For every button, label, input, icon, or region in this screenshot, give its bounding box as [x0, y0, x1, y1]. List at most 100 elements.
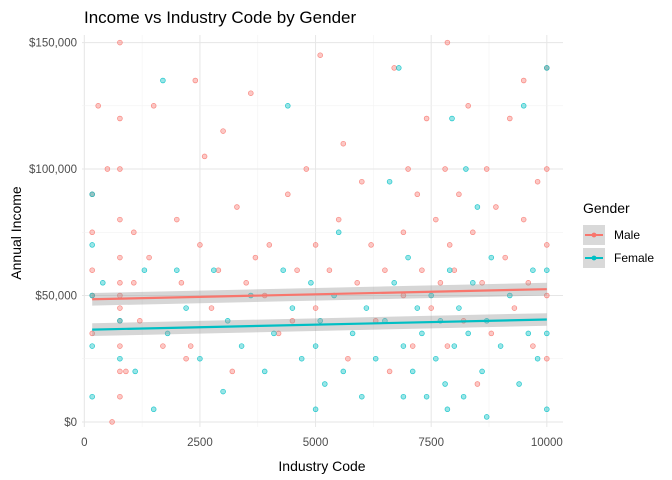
data-point-female	[544, 330, 550, 337]
data-point-male	[544, 292, 550, 299]
data-point-male	[530, 343, 536, 349]
data-point-male	[89, 267, 95, 273]
data-point-female	[544, 65, 550, 71]
data-point-female	[298, 355, 305, 362]
data-point-male	[451, 267, 458, 273]
data-point-male	[117, 343, 123, 349]
data-point-male	[368, 242, 374, 248]
data-point-female	[100, 280, 106, 286]
data-point-female	[89, 191, 95, 198]
data-point-male	[229, 368, 236, 375]
data-point-male	[544, 242, 550, 248]
x-tick-label: 7500	[418, 437, 444, 449]
data-point-male	[117, 216, 123, 223]
data-point-female	[220, 388, 226, 395]
data-point-male	[419, 267, 425, 273]
data-point-male	[117, 39, 123, 46]
legend-dot-male	[591, 232, 597, 238]
data-point-female	[271, 330, 277, 337]
data-point-male	[117, 368, 123, 375]
data-point-female	[428, 292, 434, 299]
chart-title: Income vs Industry Code by Gender	[84, 8, 356, 27]
legend-title: Gender	[583, 200, 630, 216]
data-point-female	[89, 242, 95, 248]
data-point-male	[474, 381, 481, 387]
legend-label-female: Female	[614, 251, 654, 265]
data-point-male	[520, 77, 527, 84]
legend-label-male: Male	[614, 228, 640, 242]
data-point-female	[396, 65, 402, 71]
x-axis-ticks: 0 2500 5000 7500 10000	[81, 437, 563, 449]
data-point-male	[312, 242, 319, 248]
data-point-male	[109, 419, 115, 425]
data-point-male	[117, 305, 123, 311]
data-point-male	[483, 166, 490, 172]
data-point-male	[479, 280, 485, 286]
data-point-male	[444, 39, 451, 46]
data-point-male	[178, 280, 185, 286]
data-point-male	[335, 216, 342, 223]
data-point-male	[89, 330, 95, 337]
data-point-female	[470, 280, 476, 286]
data-point-male	[386, 368, 393, 375]
data-point-female	[449, 115, 455, 122]
data-point-female	[238, 343, 245, 349]
data-point-female	[280, 267, 286, 273]
data-point-female	[211, 267, 217, 273]
data-point-female	[414, 305, 421, 311]
trend-lines	[92, 282, 547, 336]
data-point-male	[391, 65, 397, 71]
y-tick-label: $0	[64, 417, 77, 429]
data-point-male	[544, 166, 550, 172]
data-point-female	[174, 267, 180, 273]
data-point-female	[160, 77, 166, 84]
data-point-male	[456, 191, 462, 198]
data-point-female	[117, 318, 123, 324]
data-point-male	[520, 216, 527, 223]
data-point-female	[463, 166, 469, 172]
data-point-male	[525, 280, 532, 286]
data-point-female	[479, 368, 485, 375]
data-point-female	[150, 406, 157, 413]
data-point-female	[488, 254, 495, 261]
data-point-male	[187, 343, 194, 349]
data-point-male	[544, 355, 550, 362]
data-point-female	[183, 305, 189, 311]
data-point-male	[215, 267, 222, 273]
data-point-male	[414, 191, 421, 198]
x-axis-title: Industry Code	[278, 458, 365, 474]
data-point-male	[470, 229, 476, 236]
data-point-female	[544, 267, 550, 273]
x-tick-label: 0	[81, 437, 87, 449]
data-point-male	[340, 140, 347, 147]
data-point-male	[354, 280, 360, 286]
data-point-female	[456, 305, 462, 311]
data-point-female	[507, 292, 513, 299]
data-point-male	[131, 229, 137, 236]
y-tick-label: $100,000	[29, 164, 77, 176]
data-point-female	[386, 178, 393, 185]
data-point-male	[345, 355, 351, 362]
legend: Gender Male Female	[583, 200, 654, 268]
data-point-male	[104, 166, 111, 172]
data-point-female	[317, 318, 323, 324]
data-point-male	[192, 77, 199, 84]
data-point-male	[409, 343, 416, 349]
data-point-male	[131, 280, 137, 286]
y-axis-ticks: $0 $50,000 $100,000 $150,000	[29, 38, 77, 429]
data-point-male	[285, 191, 291, 198]
data-point-female	[261, 368, 268, 375]
y-axis-title: Annual Income	[8, 186, 24, 280]
data-point-female	[132, 368, 138, 375]
data-point-male	[243, 280, 249, 286]
data-point-female	[89, 292, 95, 299]
data-point-male	[433, 216, 439, 223]
data-point-female	[460, 393, 467, 400]
trend-line-male	[92, 288, 547, 301]
data-point-female	[289, 305, 296, 311]
data-point-female	[340, 368, 347, 375]
data-point-female	[534, 355, 541, 362]
data-point-female	[400, 343, 407, 349]
data-point-male	[502, 254, 508, 261]
data-point-male	[95, 103, 101, 109]
